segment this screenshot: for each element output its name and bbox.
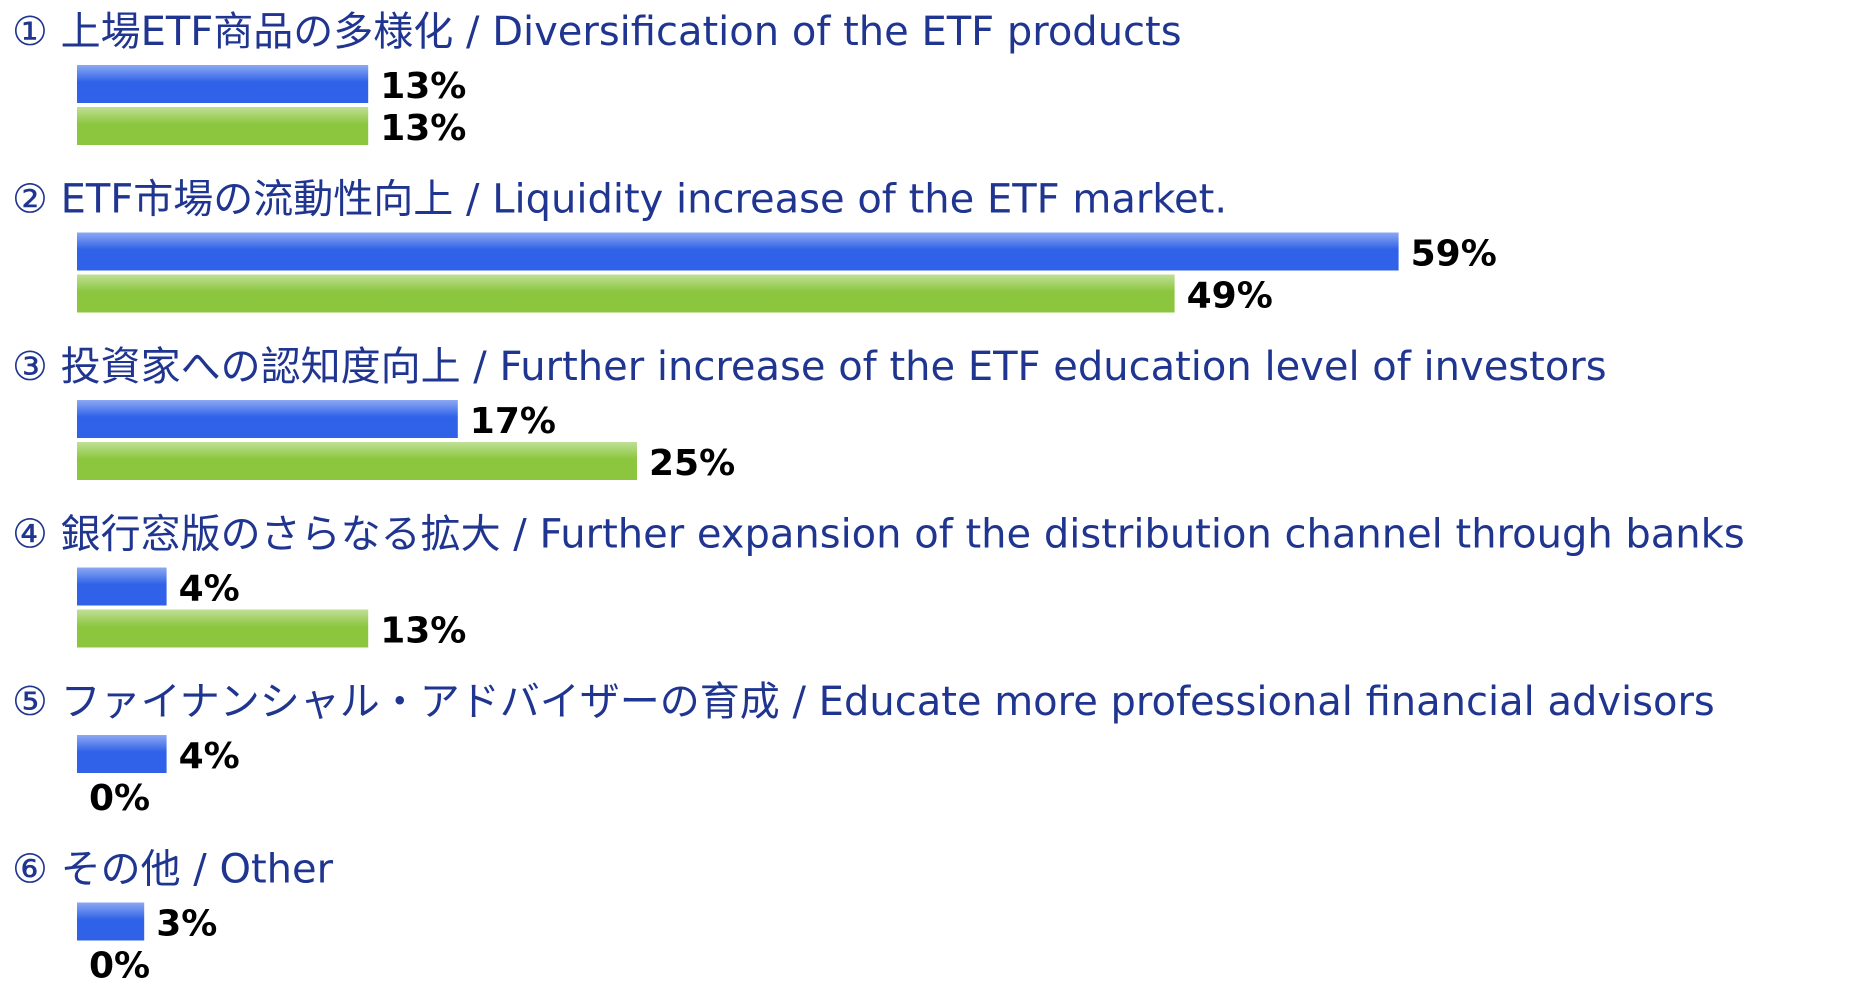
value-label: 59%	[1411, 234, 1497, 275]
value-label: 49%	[1187, 276, 1273, 317]
value-label: 3%	[156, 904, 217, 945]
value-label: 0%	[89, 946, 150, 981]
bar	[77, 567, 167, 606]
value-label: 13%	[380, 66, 466, 107]
bar	[77, 902, 145, 941]
category-label: ① 上場ETF商品の多様化 / Diversification of the E…	[12, 9, 1182, 55]
bar	[77, 400, 458, 438]
value-label: 4%	[179, 736, 240, 777]
value-label: 0%	[89, 778, 150, 819]
value-label: 25%	[649, 443, 735, 484]
bar	[77, 232, 1399, 271]
category-label: ⑤ ファイナンシャル・アドバイザーの育成 / Educate more prof…	[12, 679, 1715, 725]
bar	[77, 735, 167, 773]
bar	[77, 274, 1175, 313]
bar	[77, 442, 637, 480]
category-label: ④ 銀行窓版のさらなる拡大 / Further expansion of the…	[12, 512, 1745, 558]
bar	[77, 107, 369, 145]
bar	[77, 609, 369, 648]
value-label: 13%	[380, 611, 466, 652]
value-label: 17%	[470, 401, 556, 442]
category-label: ② ETF市場の流動性向上 / Liquidity increase of th…	[12, 177, 1227, 223]
bar	[77, 65, 369, 103]
category-label: ③ 投資家への認知度向上 / Further increase of the E…	[12, 344, 1607, 390]
value-label: 4%	[179, 569, 240, 610]
category-label: ⑥ その他 / Other	[12, 847, 334, 893]
value-label: 13%	[380, 108, 466, 149]
